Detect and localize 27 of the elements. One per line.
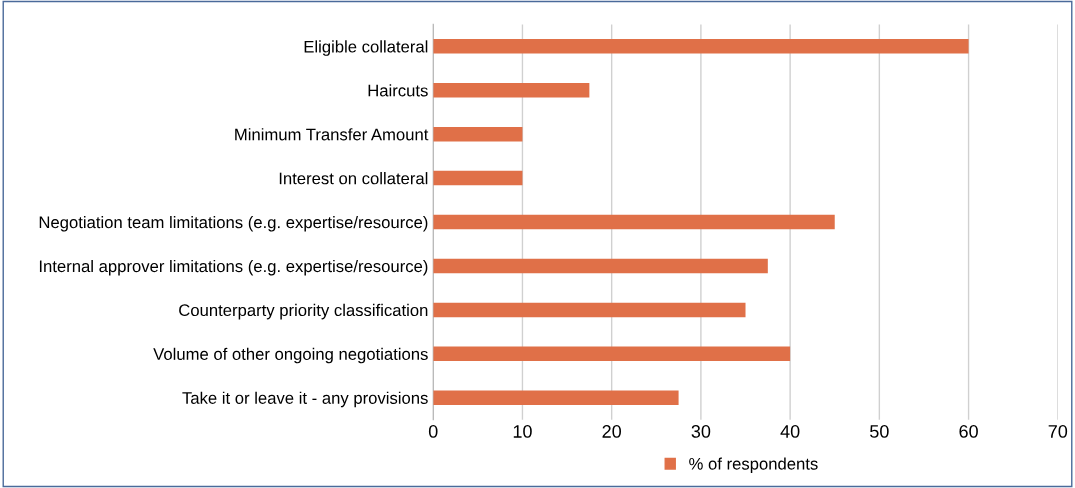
- y-tick-label: Counterparty priority classification: [179, 303, 428, 320]
- bar: [433, 170, 523, 186]
- legend-label: % of respondents: [689, 457, 818, 473]
- y-tick-label: Minimum Transfer Amount: [235, 128, 429, 141]
- bar: [433, 126, 523, 142]
- x-tick-label: 50: [870, 425, 889, 438]
- x-tick-label: 30: [691, 425, 711, 438]
- y-tick-label: Eligible collateral: [304, 40, 428, 56]
- x-tick-label: 0: [428, 425, 438, 438]
- x-tick-label: 20: [602, 425, 622, 438]
- y-tick-label: Negotiation team limitations (e.g. expertise/resource): [39, 216, 428, 232]
- x-tick-label: 60: [959, 425, 978, 438]
- bar: [433, 83, 590, 98]
- bar: [433, 390, 679, 405]
- y-tick-label: Take it or leave it - any provisions: [182, 391, 428, 408]
- bar: [433, 302, 746, 318]
- y-tick-label: Interest on collateral: [279, 172, 428, 185]
- bar: [433, 214, 835, 230]
- y-tick-label: Volume of other ongoing negotiations: [153, 347, 428, 364]
- y-tick-label: Internal approver limitations (e.g. expertise/resource): [39, 259, 428, 276]
- bar: [433, 258, 768, 274]
- x-tick-label: 10: [513, 425, 532, 438]
- bar: [433, 346, 791, 362]
- bar: [433, 39, 969, 54]
- y-tick-label: Haircuts: [368, 84, 428, 97]
- x-tick-label: 70: [1048, 425, 1068, 438]
- x-tick-label: 40: [780, 425, 800, 438]
